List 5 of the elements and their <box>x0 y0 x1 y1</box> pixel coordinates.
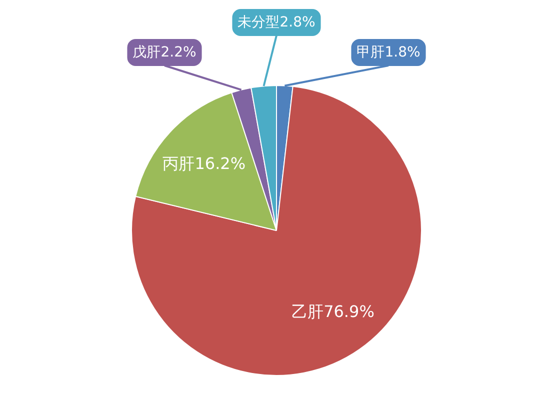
slice-label: 乙肝76.9% <box>292 302 374 321</box>
slice-label: 戊肝2.2% <box>132 44 196 60</box>
slice-label: 未分型2.8% <box>238 14 316 30</box>
slice-label: 丙肝16.2% <box>162 154 246 174</box>
slice-label: 甲肝1.8% <box>356 44 420 60</box>
